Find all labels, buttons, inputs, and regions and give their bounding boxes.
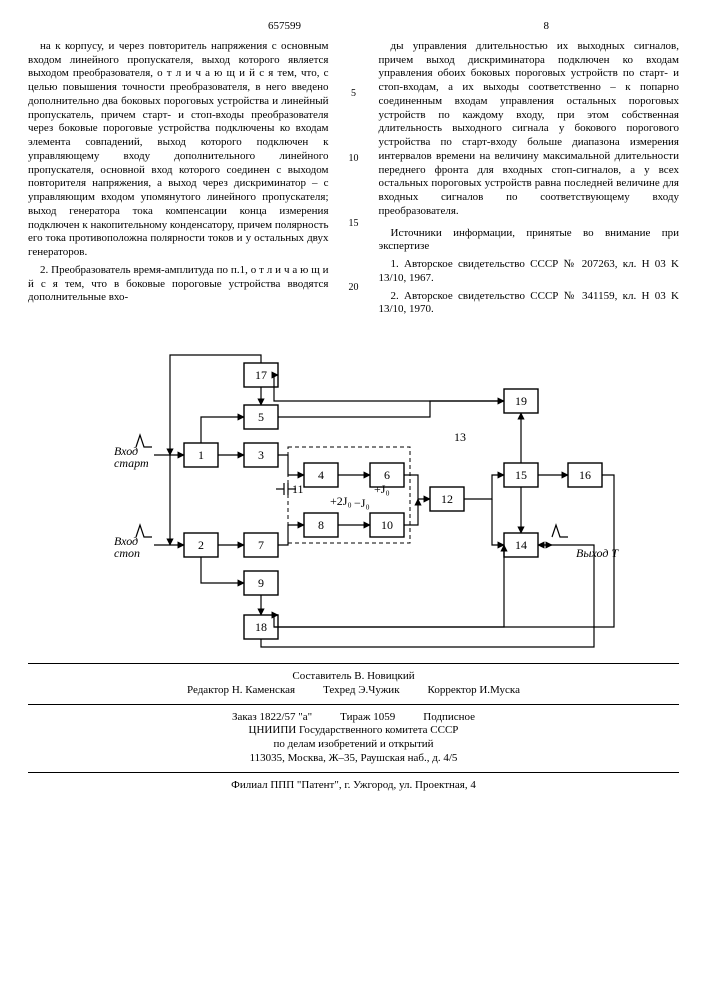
org-line-2: по делам изобретений и открытий xyxy=(28,738,679,752)
editor-label: Редактор xyxy=(187,684,229,696)
tech: Э.Чужик xyxy=(358,684,399,696)
editor: Н. Каменская xyxy=(232,684,295,696)
block-3: 3 xyxy=(258,448,264,462)
block-7: 7 xyxy=(258,538,264,552)
text-columns: на к корпусу, и через повторитель напряж… xyxy=(28,40,679,321)
corrector-label: Корректор xyxy=(428,684,477,696)
block-12: 12 xyxy=(441,492,453,506)
block-4: 4 xyxy=(318,468,324,482)
block-15: 15 xyxy=(515,468,527,482)
block-6: 6 xyxy=(384,468,390,482)
svg-text:−J₀: −J₀ xyxy=(354,496,370,510)
svg-text:13: 13 xyxy=(454,430,466,444)
svg-text:+2J₀: +2J₀ xyxy=(330,494,352,508)
block-2: 2 xyxy=(198,538,204,552)
svg-text:Выход Т: Выход Т xyxy=(576,546,619,560)
svg-text:+J₀: +J₀ xyxy=(374,482,390,496)
block-diagram: 1235794861012151416171918ВходстартВходст… xyxy=(74,335,634,655)
block-8: 8 xyxy=(318,518,324,532)
address: 113035, Москва, Ж–35, Раушская наб., д. … xyxy=(28,752,679,766)
left-p2: 2. Преобразователь время-амплитуда по п.… xyxy=(28,264,329,305)
tech-label: Техред xyxy=(323,684,355,696)
svg-text:старт: старт xyxy=(114,456,149,470)
tirazh: Тираж 1059 xyxy=(340,711,395,725)
left-column: на к корпусу, и через повторитель напряж… xyxy=(28,40,329,321)
composer-label: Составитель xyxy=(292,670,351,682)
block-19: 19 xyxy=(515,394,527,408)
right-column: ды управления длительностью их выходных … xyxy=(379,40,680,321)
left-p1: на к корпусу, и через повторитель напряж… xyxy=(28,40,329,260)
source-2: 2. Авторское свидетельство СССР № 341159… xyxy=(379,290,680,318)
separator xyxy=(28,663,679,664)
right-p1: ды управления длительностью их выходных … xyxy=(379,40,680,219)
composer: В. Новицкий xyxy=(354,670,414,682)
line-numbers: 5 10 15 20 xyxy=(347,40,361,321)
page-number: 8 xyxy=(544,20,550,34)
source-1: 1. Авторское свидетельство СССР № 207263… xyxy=(379,258,680,286)
corrector: И.Муска xyxy=(479,684,520,696)
doc-number: 657599 xyxy=(268,20,301,34)
block-17: 17 xyxy=(255,368,267,382)
credits: Составитель В. Новицкий Редактор Н. Каме… xyxy=(28,670,679,766)
sources-title: Источники информации, принятые во вниман… xyxy=(379,227,680,255)
org-line-1: ЦНИИПИ Государственного комитета СССР xyxy=(28,724,679,738)
ln10: 10 xyxy=(347,153,361,166)
block-14: 14 xyxy=(515,538,527,552)
block-5: 5 xyxy=(258,410,264,424)
svg-text:11: 11 xyxy=(292,482,304,496)
ln15: 15 xyxy=(347,218,361,231)
svg-text:стоп: стоп xyxy=(114,546,140,560)
subscription: Подписное xyxy=(423,711,475,725)
block-10: 10 xyxy=(381,518,393,532)
ln20: 20 xyxy=(347,282,361,295)
block-16: 16 xyxy=(579,468,591,482)
order: Заказ 1822/57 "а" xyxy=(232,711,312,725)
block-1: 1 xyxy=(198,448,204,462)
footer: Филиал ППП "Патент", г. Ужгород, ул. Про… xyxy=(28,779,679,793)
ln5: 5 xyxy=(347,88,361,101)
block-18: 18 xyxy=(255,620,267,634)
block-9: 9 xyxy=(258,576,264,590)
